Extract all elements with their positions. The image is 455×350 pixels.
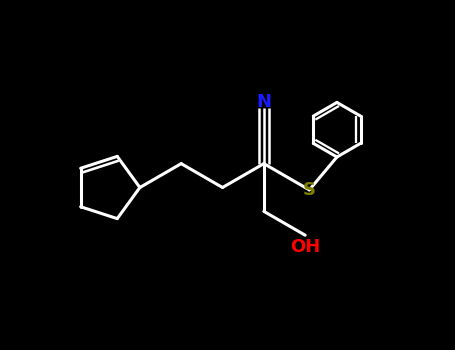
Text: OH: OH [290, 238, 320, 255]
Text: S: S [303, 181, 316, 199]
Text: N: N [256, 93, 271, 111]
